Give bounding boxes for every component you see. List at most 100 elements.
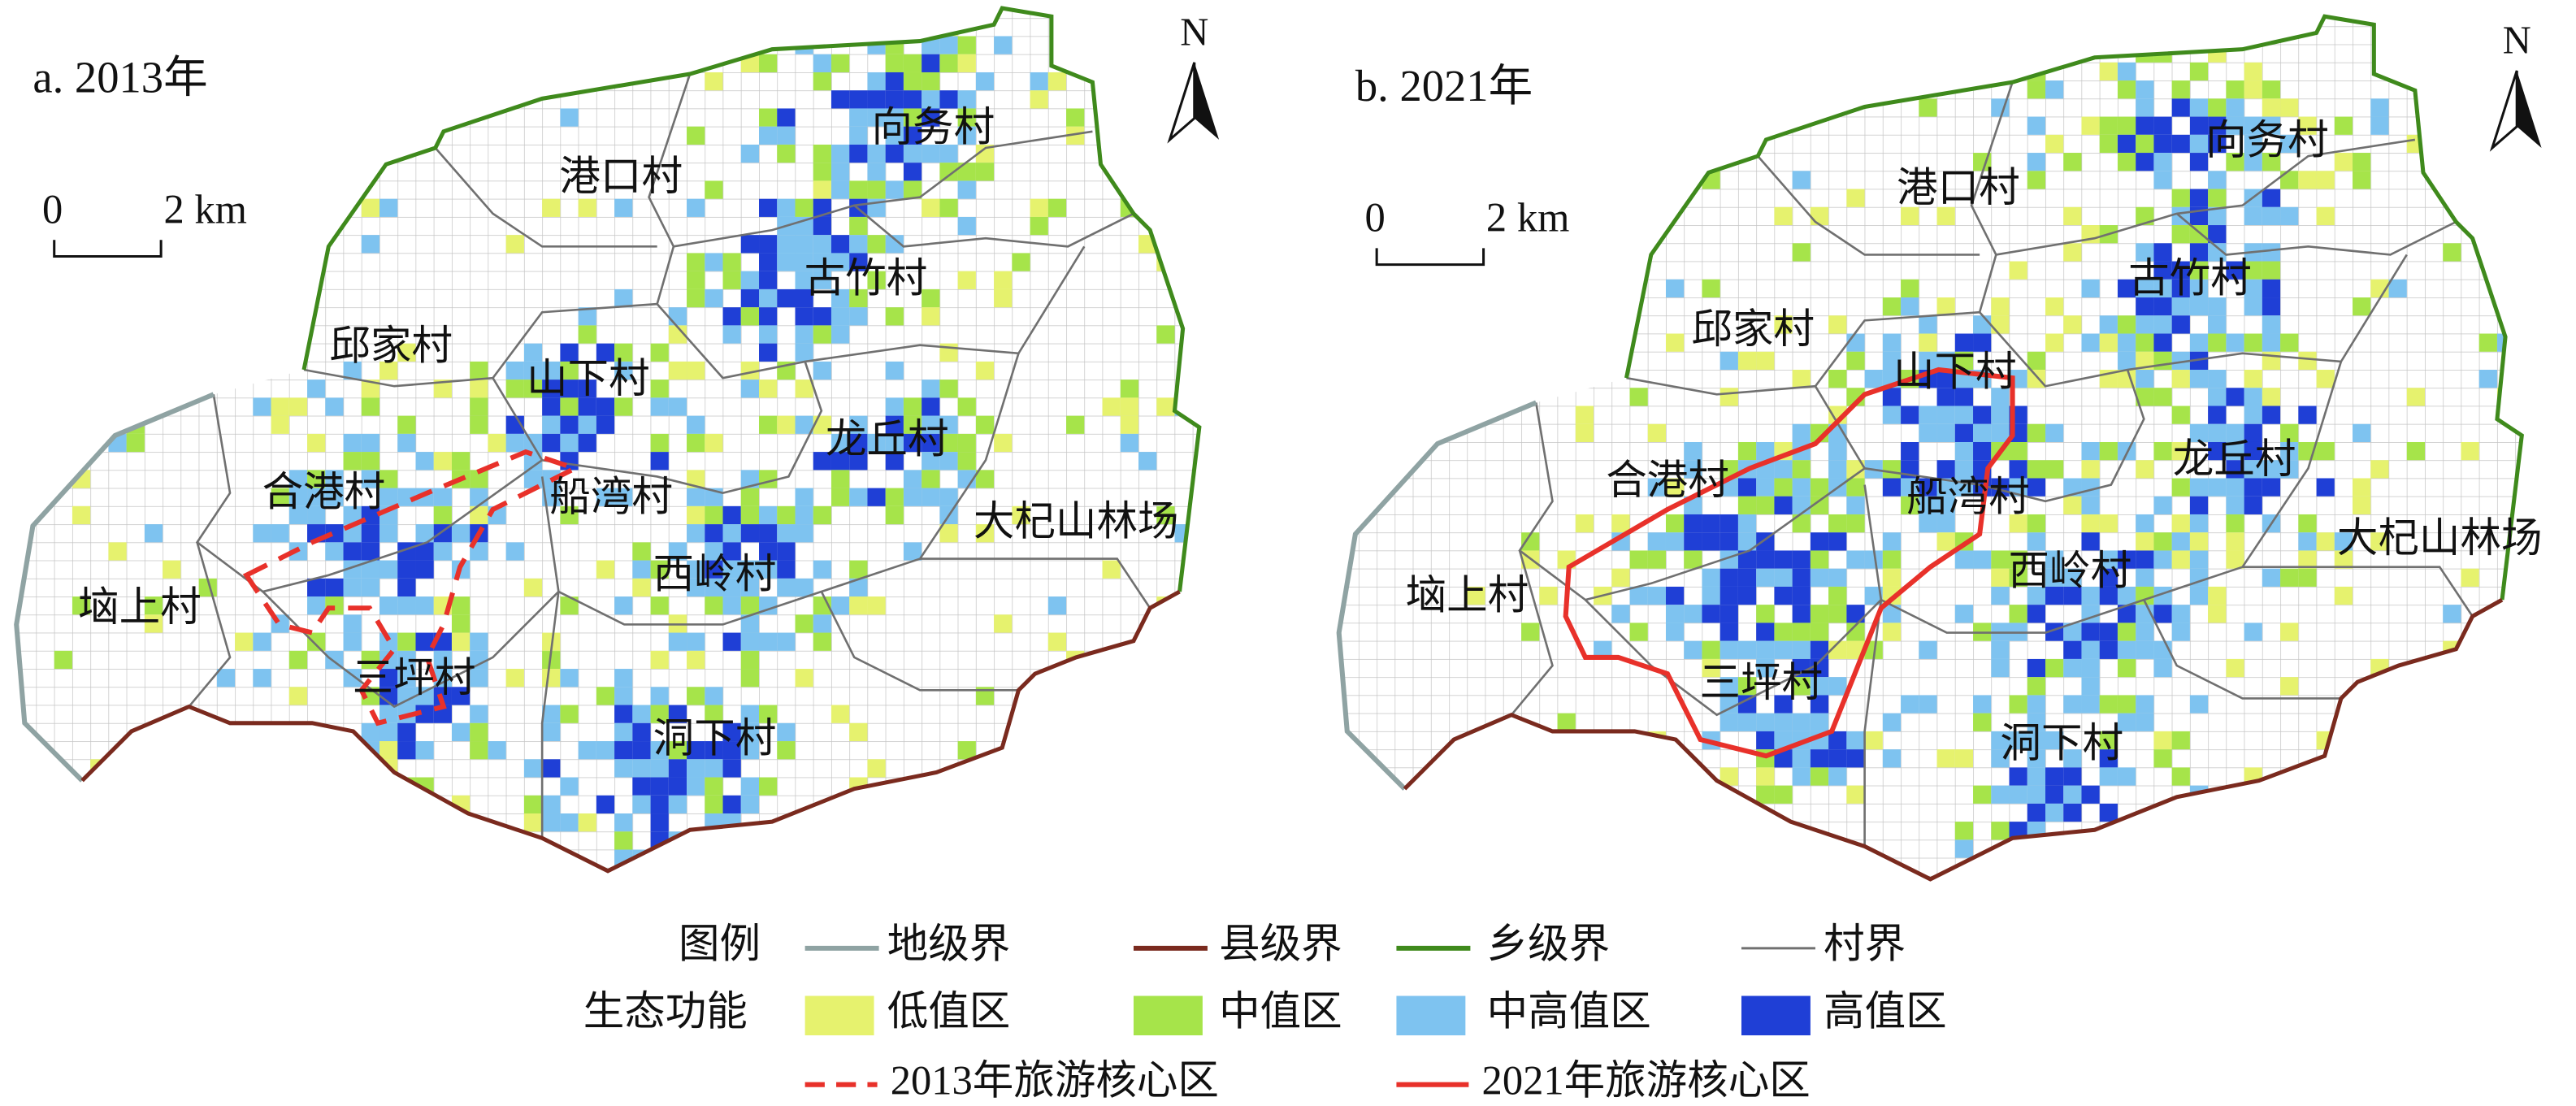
eco-cell [2117, 713, 2136, 731]
eco-cell [2208, 478, 2227, 497]
eco-cell [1828, 731, 1847, 750]
county-boundary [1403, 597, 2504, 882]
eco-cell [325, 524, 344, 543]
eco-cell [614, 705, 633, 723]
eco-cell [2171, 822, 2190, 840]
eco-cell [1012, 505, 1030, 525]
eco-cell [1901, 279, 1919, 298]
eco-cell [740, 271, 760, 289]
eco-cell [885, 505, 904, 525]
eco-cell [813, 253, 831, 271]
eco-cell [2226, 496, 2244, 514]
eco-cell [2298, 767, 2317, 786]
eco-cell [470, 542, 488, 561]
eco-cell [379, 361, 398, 380]
eco-cell [813, 505, 831, 525]
eco-cell [415, 542, 434, 561]
eco-cell [904, 886, 922, 904]
eco-cell [2117, 80, 2136, 99]
eco-cell [1665, 514, 1685, 533]
eco-cell [2316, 171, 2335, 189]
eco-cell [1882, 622, 1902, 641]
eco-cell [1991, 586, 2010, 605]
eco-cell [2027, 153, 2045, 171]
village-label: 大杞山林场 [2337, 515, 2543, 561]
eco-cell [1102, 397, 1121, 416]
eco-cell [813, 235, 831, 254]
eco-cell [2262, 279, 2281, 298]
eco-cell [2208, 189, 2227, 207]
eco-cell [922, 108, 940, 127]
eco-cell [922, 307, 940, 326]
eco-cell [795, 288, 813, 308]
eco-cell [1737, 695, 1757, 713]
eco-cell [2027, 803, 2045, 822]
eco-cell [451, 596, 471, 615]
eco-cell [1702, 640, 1720, 659]
eco-cell [2189, 243, 2209, 262]
eco-cell [578, 433, 596, 453]
eco-cell [1665, 532, 1685, 551]
eco-cell [705, 687, 723, 705]
eco-cell [2027, 171, 2045, 189]
eco-cell [1737, 640, 1757, 659]
eco-cell [542, 632, 561, 651]
scale-bar [53, 240, 163, 258]
eco-cell [830, 235, 850, 254]
eco-cell [2226, 116, 2244, 135]
village-label: 向务村 [872, 104, 995, 150]
eco-cell [705, 18, 723, 37]
eco-cell [2189, 153, 2209, 171]
eco-cell [903, 470, 922, 488]
eco-cell [813, 72, 831, 91]
eco-cell [16, 126, 19, 145]
eco-cell [650, 380, 669, 398]
eco-cell [939, 452, 958, 471]
eco-cell [1919, 333, 1937, 352]
eco-cell [705, 596, 723, 615]
eco-cell [687, 470, 705, 488]
eco-cell [1702, 605, 1720, 623]
eco-cell [705, 505, 723, 525]
eco-cell [1720, 532, 1738, 551]
eco-cell [1936, 514, 1955, 533]
eco-cell [560, 596, 579, 615]
village-label: 西岭村 [2009, 548, 2132, 593]
township-boundary [1624, 14, 2524, 601]
eco-cell [379, 524, 398, 543]
eco-cell [1047, 198, 1067, 217]
eco-cell [1394, 243, 1413, 262]
eco-cell [994, 813, 1013, 832]
village-label: 港口村 [559, 154, 683, 199]
eco-cell [1792, 423, 1811, 442]
eco-cell [2280, 333, 2299, 352]
eco-cell [2208, 206, 2227, 226]
eco-cell [2153, 116, 2172, 135]
eco-cell [470, 741, 488, 760]
eco-cell [108, 343, 127, 362]
eco-cell [1936, 460, 1955, 479]
eco-cell [470, 705, 488, 723]
eco-cell [1936, 496, 1955, 514]
eco-cell [740, 361, 760, 380]
eco-cell [1211, 614, 1229, 632]
eco-cell [1611, 605, 1630, 623]
eco-cell [488, 8, 506, 19]
eco-cell [777, 505, 796, 525]
eco-cell [2099, 441, 2118, 461]
eco-cell [813, 216, 831, 236]
eco-cell [867, 72, 886, 91]
eco-cell [271, 415, 289, 434]
eco-cell [2099, 514, 2118, 533]
eco-cell [1120, 397, 1139, 416]
eco-cell [2298, 532, 2317, 551]
village-boundary [434, 147, 657, 248]
eco-cell [2262, 116, 2281, 135]
eco-cell [687, 198, 705, 217]
eco-cell [2208, 134, 2227, 154]
eco-cell [1521, 279, 1540, 298]
township-boundary [301, 6, 1202, 592]
eco-cell [1611, 514, 1630, 533]
eco-cell [777, 831, 796, 850]
eco-cell [705, 253, 723, 271]
